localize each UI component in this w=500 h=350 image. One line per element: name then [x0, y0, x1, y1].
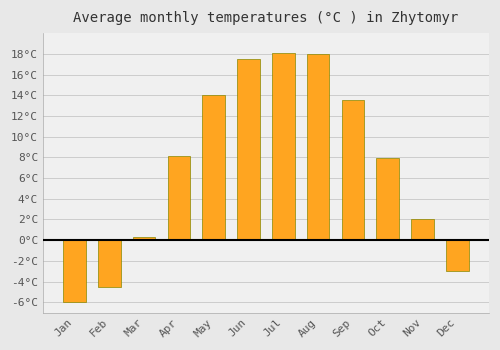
Bar: [237, 59, 260, 240]
Title: Average monthly temperatures (°C ) in Zhytomyr: Average monthly temperatures (°C ) in Zh…: [74, 11, 458, 25]
Bar: [446, 240, 468, 271]
Bar: [202, 95, 225, 240]
Bar: [307, 54, 330, 240]
Bar: [133, 237, 156, 240]
Bar: [168, 156, 190, 240]
Bar: [63, 240, 86, 302]
Bar: [342, 100, 364, 240]
Bar: [98, 240, 120, 287]
Bar: [411, 219, 434, 240]
Bar: [376, 159, 399, 240]
Bar: [272, 53, 294, 240]
